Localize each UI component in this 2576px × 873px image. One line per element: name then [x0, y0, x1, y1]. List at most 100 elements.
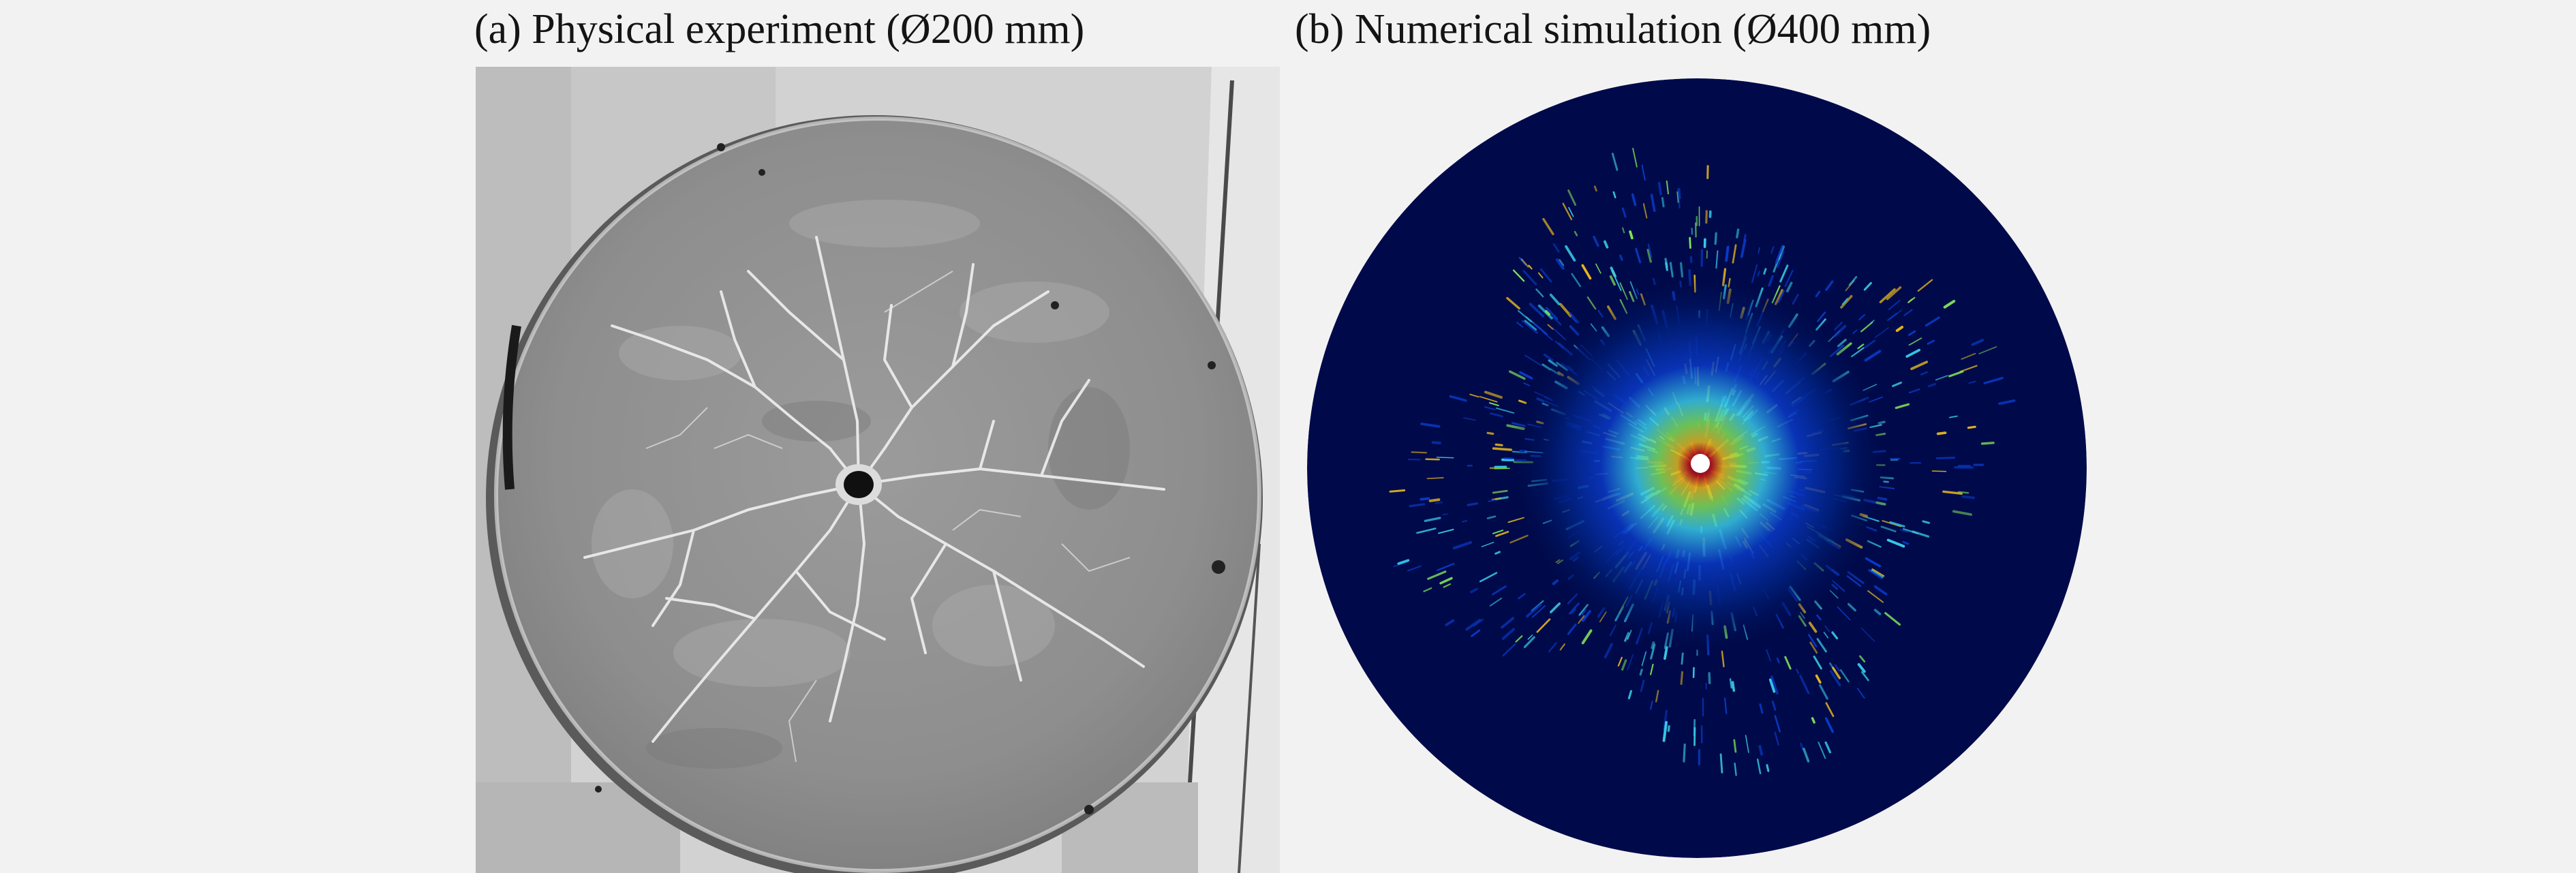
damage-ray [1567, 623, 1577, 635]
damage-ray [1548, 642, 1557, 653]
damage-ray [1516, 322, 1523, 328]
damage-ray [1917, 279, 1933, 292]
damage-ray [1574, 230, 1578, 236]
damage-ray [1627, 690, 1633, 700]
damage-ray [1490, 412, 1503, 418]
damage-ray [1495, 531, 1509, 537]
damage-ray [1774, 715, 1781, 733]
damage-ray [1547, 324, 1554, 330]
damage-ray [1978, 346, 1997, 354]
damage-ray [1431, 441, 1441, 444]
damage-ray [1494, 551, 1501, 555]
damage-ray [1501, 628, 1515, 640]
damage-ray [1813, 656, 1822, 670]
damage-ray [1908, 337, 1922, 346]
damage-ray [1631, 193, 1637, 206]
damage-ray [1908, 330, 1916, 336]
damage-ray [1818, 741, 1826, 759]
damage-ray [1952, 510, 1973, 516]
damage-ray [1799, 742, 1805, 751]
damage-ray [1758, 745, 1763, 756]
damage-ray [1646, 249, 1652, 263]
damage-ray [1708, 672, 1711, 684]
physical-experiment-image [476, 67, 1280, 873]
damage-ray [1725, 245, 1730, 262]
damage-ray [1520, 258, 1529, 268]
damage-ray [1796, 669, 1800, 675]
damage-ray [1998, 399, 2016, 405]
damage-ray [1834, 664, 1841, 672]
damage-ray [1840, 294, 1853, 309]
damage-ray [1732, 244, 1737, 264]
damage-ray [1445, 619, 1455, 626]
damage-ray [1731, 681, 1736, 692]
damage-ray [1524, 320, 1537, 331]
damage-ray [1536, 618, 1551, 633]
damage-ray [1439, 577, 1453, 585]
damage-ray [1865, 557, 1882, 568]
damage-ray [1424, 517, 1441, 523]
damage-ray [1886, 286, 1902, 301]
damage-ray [1492, 447, 1513, 451]
damage-ray [1824, 625, 1830, 632]
damage-ray [1479, 396, 1498, 403]
damage-ray [1907, 296, 1916, 303]
damage-ray [1733, 739, 1737, 753]
damage-ray [1501, 617, 1515, 629]
damage-ray [1770, 246, 1775, 254]
damage-ray [1775, 245, 1783, 264]
damage-ray [1825, 702, 1835, 718]
damage-ray [1693, 719, 1696, 737]
damage-ray [1521, 320, 1538, 334]
damage-ray [1799, 675, 1810, 694]
damage-ray [1552, 316, 1562, 326]
damage-ray [1443, 583, 1452, 588]
damage-ray [1834, 322, 1843, 331]
damage-ray [1811, 717, 1815, 724]
damage-ray [1723, 697, 1728, 714]
damage-ray [1948, 370, 1964, 378]
damage-ray [1815, 290, 1821, 298]
damage-ray [1595, 263, 1601, 274]
damage-ray [1766, 764, 1770, 772]
damage-ray [1544, 309, 1551, 316]
damage-ray [1667, 725, 1670, 732]
damage-ray [1848, 276, 1858, 286]
damage-ray [1847, 602, 1856, 612]
damage-ray [1756, 759, 1762, 774]
damage-ray [1642, 203, 1648, 219]
damage-ray [1559, 303, 1572, 318]
damage-ray [1961, 352, 1976, 360]
damage-ray [1470, 587, 1478, 594]
damage-ray [1895, 326, 1904, 333]
damage-ray [1729, 678, 1732, 689]
damage-ray [1484, 390, 1503, 399]
damage-ray [1942, 490, 1963, 495]
damage-ray [1397, 559, 1410, 565]
damage-ray [1436, 457, 1454, 459]
damage-ray [1640, 679, 1645, 692]
damage-ray [1522, 270, 1537, 286]
damage-ray [1961, 495, 1975, 500]
damage-ray [1689, 236, 1691, 249]
damage-ray [1751, 264, 1758, 284]
damage-ray [1766, 649, 1771, 662]
damage-ray [1770, 675, 1779, 694]
damage-ray [1559, 643, 1565, 651]
damage-ray [1784, 269, 1794, 287]
damage-ray [1462, 520, 1468, 523]
damage-ray [1927, 339, 1935, 345]
damage-ray [1677, 187, 1681, 209]
damage-ray [1860, 627, 1875, 642]
damage-ray [1859, 655, 1866, 663]
damage-ray [1492, 530, 1504, 534]
damage-ray [1867, 590, 1884, 603]
damage-ray [1943, 300, 1956, 309]
damage-ray [1518, 593, 1526, 600]
damage-ray [1715, 250, 1719, 269]
damage-ray [1641, 164, 1646, 181]
damage-ray [1902, 540, 1910, 545]
damage-ray [1650, 664, 1654, 675]
damage-ray [1888, 300, 1901, 310]
damage-ray [1864, 339, 1875, 349]
